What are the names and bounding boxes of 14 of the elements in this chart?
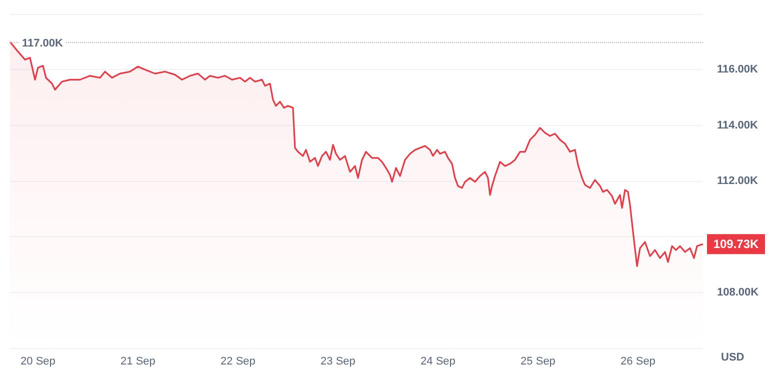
annotation: 109.73K	[713, 237, 760, 252]
x-tick-label: 20 Sep	[20, 356, 56, 368]
x-tick-label: 22 Sep	[220, 356, 256, 368]
x-tick-label: 21 Sep	[120, 356, 156, 368]
y-tick-label: 116.00K	[717, 64, 758, 76]
ref-line-label: 117.00K	[22, 37, 64, 50]
x-tick-label: 24 Sep	[420, 356, 456, 368]
x-tick-label: 26 Sep	[620, 356, 656, 368]
x-tick-label: 25 Sep	[520, 356, 556, 368]
y-tick-label: 112.00K	[717, 175, 758, 187]
y-tick-label: 108.00K	[717, 286, 759, 298]
x-tick-label: 23 Sep	[320, 356, 356, 368]
y-tick-label: 114.00K	[717, 119, 758, 132]
y-axis-title: USD	[721, 352, 744, 364]
